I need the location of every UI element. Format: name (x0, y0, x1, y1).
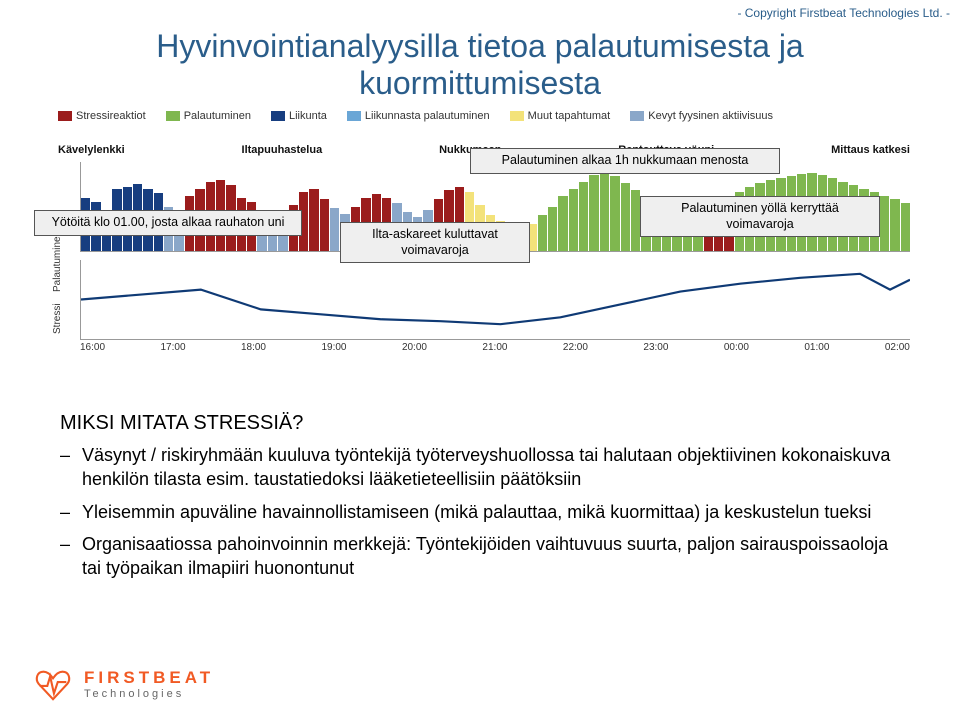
bar (309, 189, 318, 251)
x-tick: 23:00 (643, 342, 668, 353)
callout-mid-l2: voimavaroja (401, 243, 468, 257)
callout-right-l1: Palautuminen yöllä kerryttää (681, 201, 839, 215)
legend-item: Palautuminen (166, 110, 251, 122)
x-tick: 18:00 (241, 342, 266, 353)
callout-mid: Ilta-askareet kuluttavat voimavaroja (340, 222, 530, 263)
bar (320, 199, 329, 251)
copyright-text: - Copyright Firstbeat Technologies Ltd. … (737, 6, 950, 20)
bar (610, 176, 619, 251)
bullet-3: Organisaatiossa pahoinvoinnin merkkejä: … (82, 532, 900, 581)
bar (569, 189, 578, 251)
callout-left: Yötöitä klo 01.00, josta alkaa rauhaton … (34, 210, 302, 236)
bar (890, 199, 899, 251)
bar (589, 175, 598, 251)
x-tick: 21:00 (482, 342, 507, 353)
title-line2: kuormittumisesta (359, 65, 601, 101)
chart-region: Stressireaktiot Palautuminen Liikunta Liiku… (40, 110, 920, 390)
callout-mid-l1: Ilta-askareet kuluttavat (372, 227, 498, 241)
bar (621, 183, 630, 251)
bar (538, 215, 547, 251)
bar (880, 196, 889, 251)
activity-label: Kävelylenkki (58, 144, 125, 156)
callout-right-l2: voimavaroja (726, 217, 793, 231)
x-tick: 01:00 (804, 342, 829, 353)
x-tick: 16:00 (80, 342, 105, 353)
bar (901, 203, 910, 251)
body-content: MIKSI MITATA STRESSIÄ? Väsynyt / riskiry… (60, 410, 900, 588)
resource-curve (80, 260, 910, 340)
y-axis-top-label: Palautuminen (52, 231, 63, 292)
bar (330, 208, 339, 251)
legend-item: Liikunnasta palautuminen (347, 110, 490, 122)
body-heading: MIKSI MITATA STRESSIÄ? (60, 410, 900, 437)
x-tick: 02:00 (885, 342, 910, 353)
logo-text: FIRSTBEAT Technologies (84, 668, 214, 700)
brand-sub: Technologies (84, 688, 214, 700)
brand-logo: FIRSTBEAT Technologies (34, 666, 214, 702)
x-tick: 17:00 (160, 342, 185, 353)
x-tick: 19:00 (321, 342, 346, 353)
heartbeat-icon (34, 666, 72, 702)
y-axis-bottom-label: Stressi (52, 303, 63, 334)
bar (558, 196, 567, 251)
bullet-1: Väsynyt / riskiryhmään kuuluva työntekij… (82, 443, 900, 492)
chart-legend: Stressireaktiot Palautuminen Liikunta Liiku… (58, 110, 920, 122)
legend-item: Kevyt fyysinen aktiivisuus (630, 110, 773, 122)
activity-label: Iltapuuhastelua (242, 144, 323, 156)
page-title: Hyvinvointianalyysilla tietoa palautumis… (0, 28, 960, 102)
title-line1: Hyvinvointianalyysilla tietoa palautumis… (156, 28, 803, 64)
brand-name: FIRSTBEAT (84, 668, 214, 688)
activity-label: Mittaus katkesi (831, 144, 910, 156)
bar (600, 173, 609, 251)
bullet-2: Yleisemmin apuväline havainnollistamisee… (82, 500, 900, 524)
callout-right: Palautuminen yöllä kerryttää voimavaroja (640, 196, 880, 237)
x-axis-ticks: 16:00 17:00 18:00 19:00 20:00 21:00 22:00 23:00… (80, 342, 910, 353)
x-tick: 00:00 (724, 342, 749, 353)
bar (631, 190, 640, 251)
legend-item: Muut tapahtumat (510, 110, 611, 122)
legend-item: Liikunta (271, 110, 327, 122)
x-tick: 20:00 (402, 342, 427, 353)
legend-item: Stressireaktiot (58, 110, 146, 122)
x-tick: 22:00 (563, 342, 588, 353)
callout-top: Palautuminen alkaa 1h nukkumaan menosta (470, 148, 780, 174)
bar (548, 207, 557, 252)
bar (579, 182, 588, 251)
